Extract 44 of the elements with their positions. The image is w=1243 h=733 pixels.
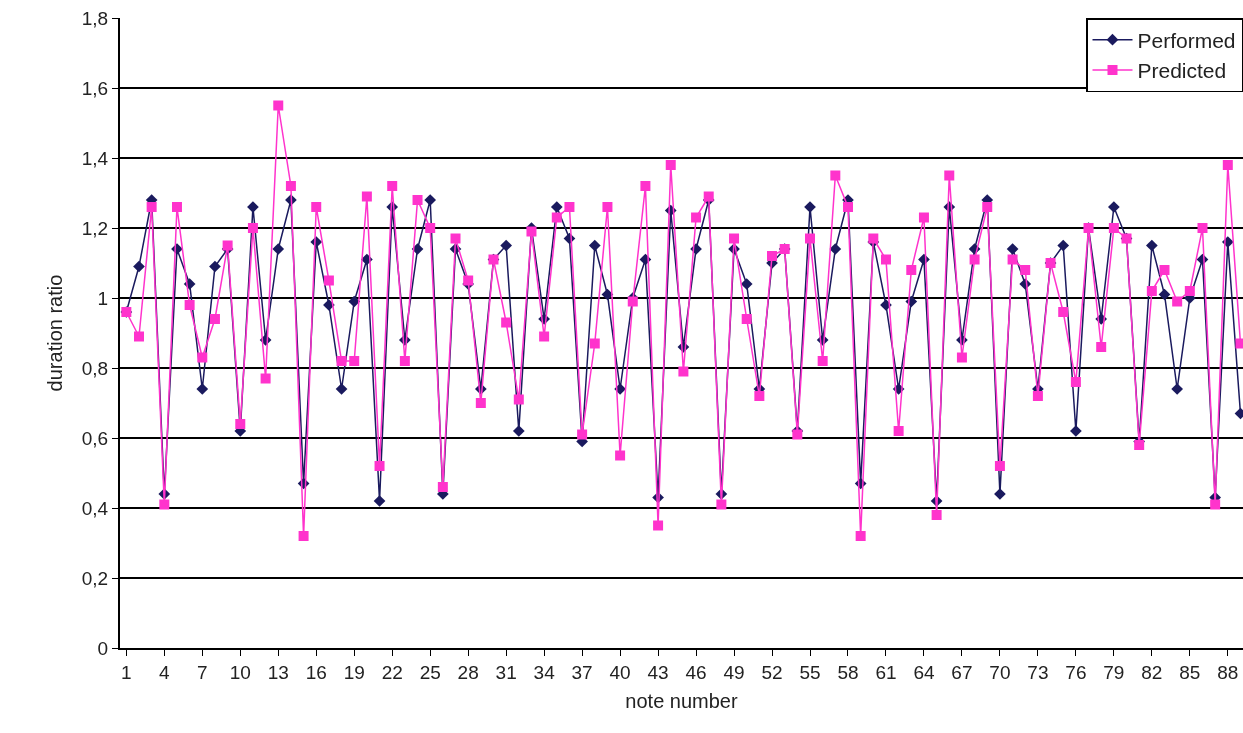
x-tick-label: 13: [267, 661, 289, 683]
x-tick-label: 28: [457, 661, 479, 683]
x-tick-label: 73: [1027, 661, 1049, 683]
y-tick-label: 0,6: [81, 427, 109, 449]
y-tick-label: 0,8: [81, 357, 109, 379]
x-tick-label: 16: [305, 661, 327, 683]
x-tick-label: 7: [197, 661, 208, 683]
y-tick-label: 0: [97, 637, 109, 659]
x-tick-label: 25: [419, 661, 441, 683]
x-tick-label: 70: [989, 661, 1011, 683]
x-tick-label: 79: [1103, 661, 1125, 683]
y-tick-label: 1,2: [81, 217, 109, 239]
y-tick-label: 0,4: [81, 497, 109, 519]
y-tick-label: 1: [97, 287, 109, 309]
x-axis-title: note number: [625, 689, 738, 712]
y-tick-label: 1,4: [81, 147, 109, 169]
x-tick-label: 37: [571, 661, 593, 683]
x-tick-label: 46: [685, 661, 707, 683]
x-tick-label: 1: [121, 661, 132, 683]
y-tick-label: 1,8: [81, 7, 109, 29]
x-tick-label: 67: [951, 661, 973, 683]
x-tick-label: 64: [913, 661, 935, 683]
x-tick-label: 22: [381, 661, 403, 683]
x-tick-label: 19: [343, 661, 365, 683]
y-axis-title: duration ratio: [43, 274, 66, 392]
x-tick-label: 49: [723, 661, 745, 683]
x-tick-label: 4: [159, 661, 171, 683]
x-tick-label: 34: [533, 661, 556, 683]
x-tick-label: 52: [761, 661, 783, 683]
y-tick-label: 1,6: [81, 77, 109, 99]
x-tick-label: 40: [609, 661, 631, 683]
x-tick-label: 61: [875, 661, 897, 683]
x-tick-label: 10: [229, 661, 251, 683]
x-tick-label: 43: [647, 661, 669, 683]
x-tick-label: 85: [1179, 661, 1201, 683]
y-tick-label: 0,2: [81, 567, 109, 589]
legend-label: Predicted: [1137, 59, 1227, 83]
x-tick-label: 82: [1141, 661, 1163, 683]
x-tick-label: 88: [1217, 661, 1239, 683]
legend-label: Performed: [1137, 28, 1236, 52]
x-tick-label: 58: [837, 661, 859, 683]
x-tick-label: 55: [799, 661, 821, 683]
x-tick-label: 76: [1065, 661, 1087, 683]
x-tick-label: 31: [495, 661, 517, 683]
